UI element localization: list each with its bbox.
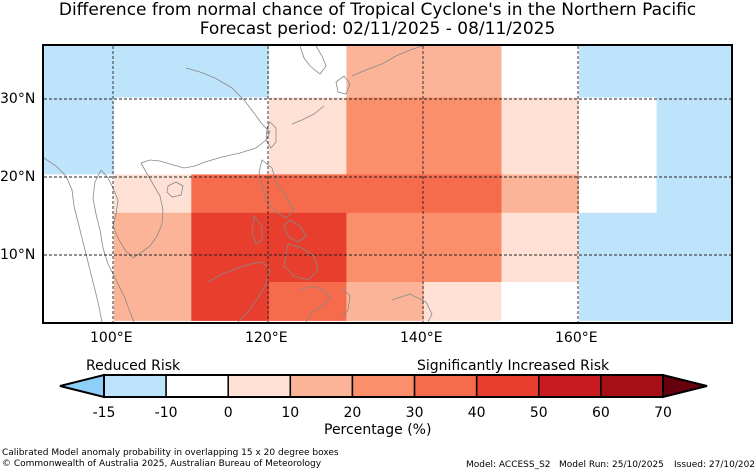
anomaly-cell-26 bbox=[44, 282, 115, 321]
coastline-taiwan bbox=[265, 121, 277, 149]
anomaly-cell-1 bbox=[191, 46, 270, 98]
anomaly-cell-16 bbox=[191, 174, 503, 214]
coastline-korea bbox=[299, 45, 327, 75]
anomaly-cell-11 bbox=[501, 97, 580, 175]
lat-label-30: 30°N bbox=[0, 91, 36, 107]
anomaly-cell-31 bbox=[423, 282, 502, 321]
coastline-borneo bbox=[207, 261, 271, 323]
coastline-palawan bbox=[251, 215, 263, 245]
footer-model: Model: ACCESS_S2 bbox=[466, 460, 551, 470]
lon-label-120: 120°E bbox=[245, 330, 288, 346]
colorbar-swatch-3 bbox=[289, 374, 354, 398]
anomaly-cell-9 bbox=[268, 97, 347, 175]
footer-description: Calibrated Model anomaly probability in … bbox=[2, 448, 339, 458]
colorbar-over-arrow bbox=[662, 373, 708, 399]
colorbar-swatch-7 bbox=[538, 374, 602, 398]
anomaly-cell-3 bbox=[346, 46, 502, 98]
colorbar-tick-9: 70 bbox=[654, 405, 672, 421]
colorbar-tick-8: 60 bbox=[591, 405, 610, 421]
anomaly-cell-4 bbox=[501, 46, 580, 98]
coastline-kyushu bbox=[335, 75, 351, 95]
anomaly-cell-5 bbox=[579, 46, 732, 98]
anomaly-cell-28 bbox=[191, 282, 270, 321]
coastline-sulawesi bbox=[299, 285, 331, 323]
map-frame bbox=[42, 44, 733, 324]
coastlines bbox=[43, 45, 433, 323]
anomaly-cell-12 bbox=[579, 97, 657, 175]
anomaly-cell-29 bbox=[268, 282, 347, 321]
lon-label-140: 140°E bbox=[400, 330, 443, 346]
colorbar bbox=[59, 373, 708, 399]
colorbar-swatch-1 bbox=[165, 374, 229, 398]
footer-issued: Issued: 27/10/2025 bbox=[674, 460, 755, 470]
forecast-period: Forecast period: 02/11/2025 - 08/11/2025 bbox=[199, 19, 556, 39]
anomaly-cell-10 bbox=[346, 97, 502, 175]
anomaly-cell-7 bbox=[113, 97, 192, 175]
colorbar-tick-1: -10 bbox=[154, 405, 178, 421]
anomaly-cell-18 bbox=[579, 174, 657, 214]
anomaly-cell-13 bbox=[656, 97, 732, 175]
colorbar-swatch-8 bbox=[600, 374, 664, 398]
anomaly-cell-14 bbox=[44, 174, 115, 214]
coastline-china-south bbox=[140, 159, 196, 169]
reduced-risk-label: Reduced Risk bbox=[86, 358, 181, 374]
anomaly-cell-22 bbox=[191, 212, 347, 283]
lat-label-10: 10°N bbox=[0, 247, 36, 263]
coastline-malay-peninsula bbox=[92, 169, 135, 323]
colorbar-xlabel: Percentage (%) bbox=[324, 422, 432, 438]
footer-model-run: Model Run: 25/10/2025 bbox=[559, 460, 664, 470]
coastline-visayas bbox=[283, 219, 307, 243]
colorbar-swatch-4 bbox=[351, 374, 416, 398]
colorbar-tick-4: 20 bbox=[343, 405, 362, 421]
lon-label-100: 100°E bbox=[90, 330, 133, 346]
gridlines bbox=[44, 46, 731, 322]
anomaly-cell-24 bbox=[501, 212, 580, 283]
lon-label-160: 160°E bbox=[555, 330, 598, 346]
colorbar-tick-7: 50 bbox=[529, 405, 548, 421]
anomaly-cell-19 bbox=[656, 174, 732, 214]
lat-label-20: 20°N bbox=[0, 169, 36, 185]
coastline-burma bbox=[43, 157, 103, 323]
colorbar-swatch-2 bbox=[227, 374, 292, 398]
coastline-indochina bbox=[100, 169, 134, 259]
anomaly-cell-17 bbox=[501, 174, 580, 214]
anomaly-cell-0 bbox=[44, 46, 192, 98]
anomaly-cell-27 bbox=[113, 282, 192, 321]
colorbar-tick-0: -15 bbox=[92, 405, 116, 421]
colorbar-swatch-0 bbox=[103, 374, 167, 398]
map-title: Difference from normal chance of Tropica… bbox=[58, 0, 697, 20]
coastline-honshu bbox=[351, 45, 423, 77]
colorbar-tick-5: 30 bbox=[405, 405, 424, 421]
colorbar-tick-3: 10 bbox=[281, 405, 300, 421]
anomaly-cell-25 bbox=[579, 212, 732, 283]
coastline-vietnam bbox=[132, 162, 164, 259]
colorbar-tick-2: 0 bbox=[223, 405, 233, 421]
anomaly-cell-15 bbox=[113, 174, 192, 214]
coastline-mindanao bbox=[283, 243, 319, 281]
anomaly-cell-6 bbox=[44, 97, 115, 175]
coastline-ryukyu bbox=[291, 105, 325, 125]
anomaly-cells bbox=[44, 46, 732, 321]
colorbar-under-arrow bbox=[59, 373, 105, 399]
increased-risk-label: Significantly Increased Risk bbox=[417, 358, 610, 374]
anomaly-cell-20 bbox=[44, 212, 115, 283]
coastline-hainan bbox=[166, 181, 184, 198]
colorbar-swatch-5 bbox=[413, 374, 478, 398]
colorbar-swatch-6 bbox=[475, 374, 540, 398]
anomaly-cell-32 bbox=[501, 282, 580, 321]
footer-copyright: © Commonwealth of Australia 2025, Austra… bbox=[2, 459, 322, 469]
coastline-new-guinea bbox=[391, 293, 433, 323]
coastline-halmahera bbox=[341, 287, 351, 319]
anomaly-cell-21 bbox=[113, 212, 192, 283]
anomaly-cell-2 bbox=[268, 46, 347, 98]
colorbar-swatches bbox=[103, 374, 664, 398]
anomaly-cell-23 bbox=[346, 212, 502, 283]
anomaly-cell-30 bbox=[346, 282, 425, 321]
coastline-china-east bbox=[185, 67, 271, 167]
colorbar-frame bbox=[103, 374, 664, 398]
colorbar-tick-6: 40 bbox=[467, 405, 486, 421]
anomaly-cell-33 bbox=[579, 282, 732, 321]
anomaly-cell-8 bbox=[191, 97, 270, 175]
